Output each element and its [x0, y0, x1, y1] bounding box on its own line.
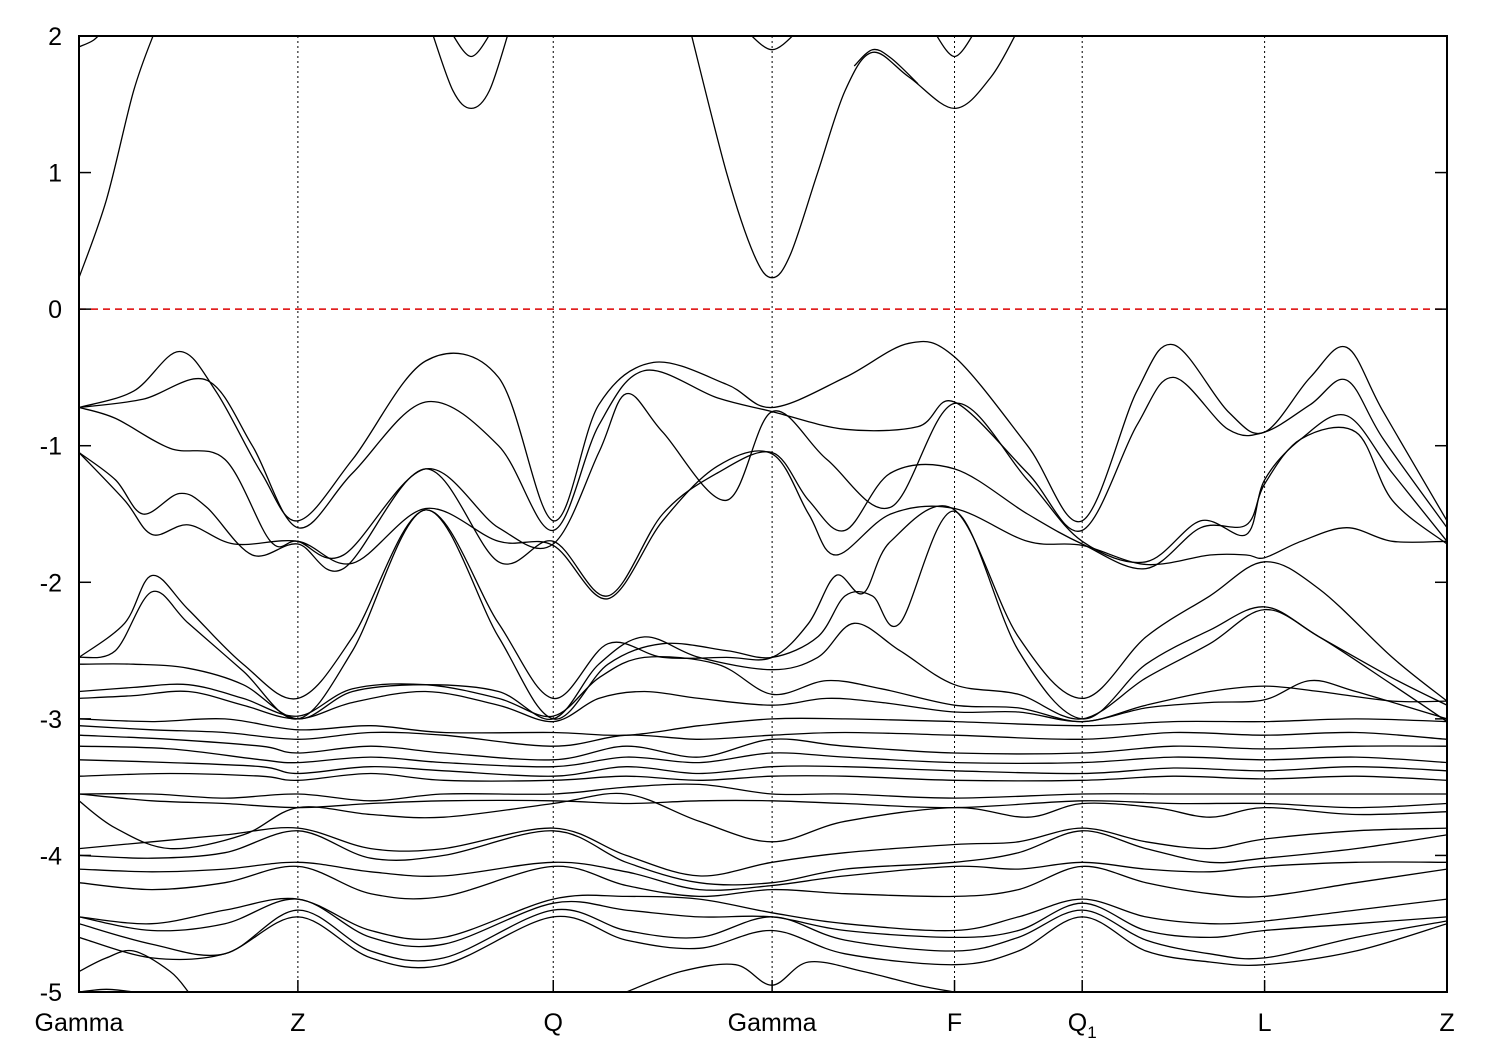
- valence-band-line: [79, 745, 1447, 768]
- y-tick-label: 1: [48, 160, 62, 188]
- valence-band-line: [79, 830, 1447, 886]
- conduction-band-line: [432, 36, 509, 110]
- y-tick-label: 0: [48, 296, 62, 324]
- x-tick-label: F: [947, 1009, 962, 1037]
- valence-band-line: [79, 792, 1447, 850]
- valence-band-line: [79, 783, 1447, 802]
- valence-band-line: [79, 369, 1447, 532]
- y-tick-label: -4: [40, 842, 62, 870]
- x-axis-ticks: Gamma Z Q Gamma F Q1 L Z: [35, 980, 1455, 1042]
- valence-band-line: [79, 915, 1447, 969]
- y-tick-label: -5: [40, 979, 62, 1007]
- valence-band-line: [79, 827, 1447, 877]
- vertical-gridlines: [297, 36, 1266, 992]
- conduction-band-line: [853, 48, 919, 85]
- plot-border: [78, 35, 1448, 993]
- y-tick-label: -3: [40, 706, 62, 734]
- y-axis-ticks: -5 -4 -3 -2 -1 0 1 2: [40, 23, 1447, 1007]
- valence-band-line: [79, 426, 1447, 597]
- valence-band-line: [79, 865, 1447, 900]
- x-tick-label-subscript: 1: [1087, 1023, 1096, 1042]
- band-lines: [79, 36, 1447, 992]
- valence-band-line: [79, 908, 1447, 962]
- valence-band-line: [79, 759, 1447, 777]
- valence-band-line: [79, 679, 1447, 723]
- x-tick-label: Z: [290, 1009, 305, 1037]
- x-tick-label: Q: [544, 1009, 563, 1037]
- conduction-band-line: [79, 36, 100, 48]
- valence-band-line: [79, 450, 1447, 600]
- conduction-band-line: [750, 36, 794, 51]
- valence-band-line: [79, 949, 189, 992]
- plot-frame: [78, 35, 1448, 993]
- valence-band-line: [79, 340, 1447, 523]
- valence-band-line: [79, 717, 1447, 737]
- y-tick-label: -2: [40, 569, 62, 597]
- conduction-band-line: [691, 36, 1016, 279]
- valence-band-line: [79, 725, 1447, 747]
- valence-band-line: [625, 960, 955, 992]
- conduction-band-line: [79, 36, 154, 278]
- x-tick-label: L: [1258, 1009, 1272, 1037]
- valence-band-line: [79, 793, 1447, 809]
- valence-band-line: [79, 655, 1447, 723]
- x-tick-label: Gamma: [35, 1009, 124, 1037]
- valence-band-line: [79, 861, 1447, 891]
- x-tick-label: Z: [1439, 1009, 1454, 1037]
- valence-band-line: [79, 772, 1447, 782]
- x-tick-label: Gamma: [728, 1009, 817, 1037]
- y-tick-label: 2: [48, 23, 62, 51]
- valence-band-line: [79, 734, 1447, 761]
- y-tick-label: -1: [40, 433, 62, 461]
